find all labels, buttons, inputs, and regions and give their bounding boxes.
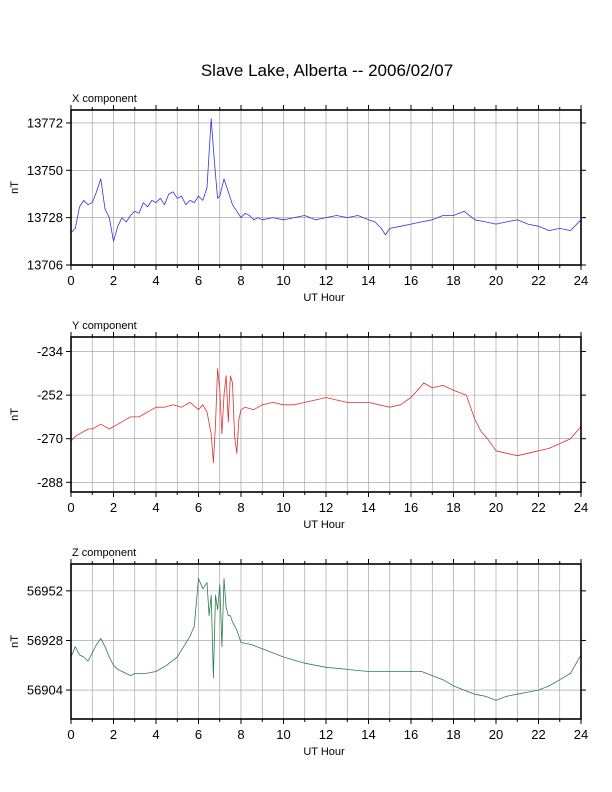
x-tick-label: 14: [361, 273, 375, 288]
x-tick-label: 4: [152, 273, 159, 288]
x-tick-label: 24: [574, 727, 588, 742]
x-tick-label: 4: [152, 500, 159, 515]
x-tick-label: 0: [67, 500, 74, 515]
series-line-1: [70, 368, 582, 464]
panel-title: Y component: [72, 320, 137, 332]
x-tick-label: 8: [237, 727, 244, 742]
chart-title: Slave Lake, Alberta -- 2006/02/07: [201, 61, 453, 80]
x-tick-label: 18: [446, 273, 460, 288]
x-tick-label: 12: [319, 727, 333, 742]
panel-title: X component: [72, 93, 137, 105]
panel-1: 0 2 4 6 8 10 12 14 16 18 20 22 241370613728137501377…: [9, 93, 588, 304]
x-tick-label: 10: [276, 273, 290, 288]
x-tick-label: 12: [319, 500, 333, 515]
y-tick-label: -234: [37, 344, 63, 359]
x-tick-label: 20: [489, 727, 503, 742]
x-tick-label: 20: [489, 273, 503, 288]
y-tick-label: 56952: [27, 583, 63, 598]
x-tick-label: 16: [404, 500, 418, 515]
y-tick-label: 56904: [27, 683, 63, 698]
y-axis-label: nT: [9, 181, 21, 194]
x-tick-label: 2: [110, 500, 117, 515]
y-tick-label: 13750: [27, 163, 63, 178]
y-tick-label: 13728: [27, 210, 63, 225]
panel-title: Z component: [72, 547, 136, 559]
x-tick-label: 24: [574, 273, 588, 288]
y-tick-label: 13706: [27, 258, 63, 273]
x-axis-label: UT Hour: [303, 292, 345, 304]
x-tick-label: 6: [195, 273, 202, 288]
y-tick-label: 13772: [27, 115, 63, 130]
y-tick-label: -252: [37, 388, 63, 403]
y-tick-label: -270: [37, 431, 63, 446]
y-tick-label: -288: [37, 475, 63, 490]
x-tick-label: 22: [531, 273, 545, 288]
x-tick-label: 14: [361, 500, 375, 515]
x-tick-label: 6: [195, 500, 202, 515]
x-tick-label: 16: [404, 727, 418, 742]
y-axis-label: nT: [9, 635, 21, 648]
x-tick-label: 10: [276, 500, 290, 515]
x-tick-label: 8: [237, 500, 244, 515]
x-tick-label: 18: [446, 500, 460, 515]
series-line-1: [70, 118, 582, 242]
x-tick-label: 16: [404, 273, 418, 288]
x-tick-label: 24: [574, 500, 588, 515]
y-tick-label: 56928: [27, 633, 63, 648]
x-axis-label: UT Hour: [303, 746, 345, 758]
x-tick-label: 0: [67, 273, 74, 288]
x-tick-label: 14: [361, 727, 375, 742]
x-tick-label: 6: [195, 727, 202, 742]
x-tick-label: 8: [237, 273, 244, 288]
x-tick-label: 12: [319, 273, 333, 288]
y-axis-label: nT: [9, 408, 21, 421]
x-tick-label: 18: [446, 727, 460, 742]
x-tick-label: 0: [67, 727, 74, 742]
series-line-1: [70, 578, 582, 701]
x-tick-label: 2: [110, 273, 117, 288]
x-tick-label: 20: [489, 500, 503, 515]
x-tick-label: 22: [531, 727, 545, 742]
x-tick-label: 2: [110, 727, 117, 742]
x-tick-label: 10: [276, 727, 290, 742]
x-tick-label: 22: [531, 500, 545, 515]
x-axis-label: UT Hour: [303, 519, 345, 531]
x-tick-label: 4: [152, 727, 159, 742]
